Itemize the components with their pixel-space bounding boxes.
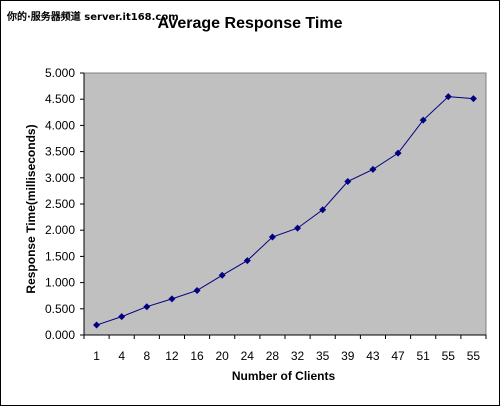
data-point: [143, 303, 151, 311]
data-point: [444, 93, 452, 101]
y-tick-label: 3.000: [45, 171, 75, 185]
x-tick-label: 20: [216, 349, 230, 363]
data-point: [319, 206, 327, 214]
y-tick-label: 4.500: [45, 92, 75, 106]
watermark-text: 你的·服务器频道 server.it168.com: [7, 12, 179, 23]
data-point: [268, 233, 276, 241]
y-tick-label: 2.500: [45, 197, 75, 211]
x-tick-label: 47: [391, 349, 405, 363]
data-point: [93, 321, 101, 329]
data-point: [344, 177, 352, 185]
x-tick-label: 24: [241, 349, 255, 363]
plot-area: [83, 72, 487, 336]
data-point: [118, 313, 126, 321]
x-tick-label: 39: [341, 349, 355, 363]
x-tick-label: 55: [442, 349, 456, 363]
x-tick-label: 55: [467, 349, 481, 363]
x-tick-label: 32: [291, 349, 305, 363]
y-tick-label: 5.000: [45, 66, 75, 80]
y-tick-label: 0.500: [45, 302, 75, 316]
x-tick-label: 8: [143, 349, 150, 363]
chart-title: Average Response Time: [157, 15, 343, 32]
x-axis-label: Number of Clients: [231, 369, 336, 383]
y-tick-label: 1.500: [45, 249, 75, 263]
y-tick-label: 2.000: [45, 223, 75, 237]
series-line: [96, 96, 474, 326]
x-tick-label: 35: [316, 349, 330, 363]
data-point: [168, 295, 176, 303]
data-point: [193, 286, 201, 294]
data-point: [243, 257, 251, 265]
x-tick-label: 16: [190, 349, 204, 363]
data-point: [294, 224, 302, 232]
data-point: [394, 149, 402, 157]
y-tick-label: 0.000: [45, 328, 75, 342]
x-tick-label: 4: [118, 349, 125, 363]
x-tick-label: 43: [366, 349, 380, 363]
data-point: [218, 271, 226, 279]
y-tick-label: 3.500: [45, 145, 75, 159]
data-point: [369, 165, 377, 173]
y-tick-label: 1.000: [45, 276, 75, 290]
data-point: [469, 95, 477, 103]
x-tick-label: 12: [165, 349, 179, 363]
x-tick-label: 28: [266, 349, 280, 363]
x-tick-label: 51: [417, 349, 431, 363]
y-tick-label: 4.000: [45, 118, 75, 132]
data-point: [419, 116, 427, 124]
x-tick-label: 1: [93, 349, 100, 363]
